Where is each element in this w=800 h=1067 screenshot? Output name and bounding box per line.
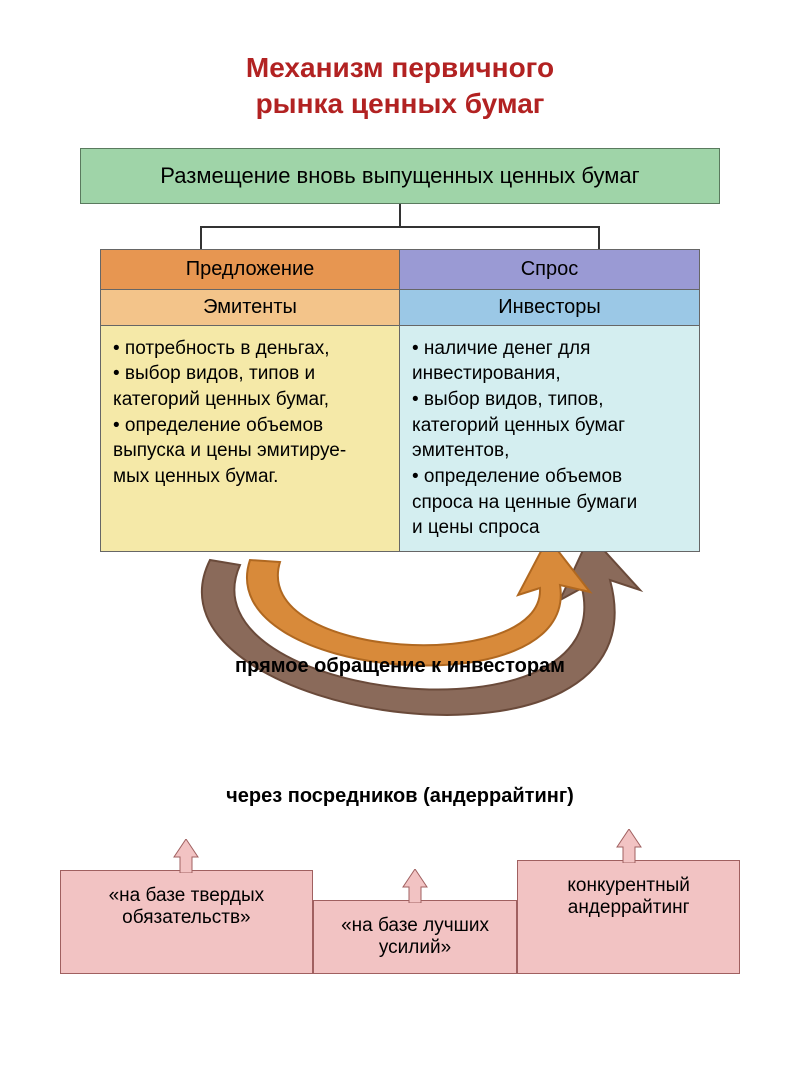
label-intermediaries: через посредников (андеррайтинг) [0,785,800,808]
body-issuers: • потребность в деньгах, • выбор видов, … [100,326,400,552]
callout-text: конкурентный андеррайтинг [567,875,690,918]
top-box: Размещение вновь выпущенных ценных бумаг [80,148,720,204]
title-line-2: рынка ценных бумаг [256,88,545,119]
diagram-title: Механизм первичного рынка ценных бумаг [0,0,800,148]
subheader-investors: Инвесторы [400,290,700,326]
title-line-1: Механизм первичного [246,52,554,83]
callout-text: «на базе лучших усилий» [341,915,489,958]
label-direct-appeal: прямое обращение к инвесторам [0,655,800,678]
column-demand: Спрос Инвесторы • наличие денег для инве… [400,249,700,552]
header-supply: Предложение [100,249,400,290]
connector-lines [80,204,720,249]
callout-pointer-icon [168,839,204,873]
callout-text: «на базе твердых обязательств» [109,885,265,928]
arrow-direct [247,540,590,666]
callout-pointer-icon [611,829,647,863]
column-supply: Предложение Эмитенты • потребность в ден… [100,249,400,552]
callout-row: «на базе твердых обязательств» «на базе … [0,870,800,974]
callout-competitive: конкурентный андеррайтинг [517,860,740,974]
callout-best-efforts: «на базе лучших усилий» [313,900,518,974]
subheader-issuers: Эмитенты [100,290,400,326]
comparison-table: Предложение Эмитенты • потребность в ден… [100,249,700,552]
header-demand: Спрос [400,249,700,290]
callout-firm-commitment: «на базе твердых обязательств» [60,870,313,974]
callout-pointer-icon [397,869,433,903]
body-investors: • наличие денег для инвестирования, • вы… [400,326,700,552]
